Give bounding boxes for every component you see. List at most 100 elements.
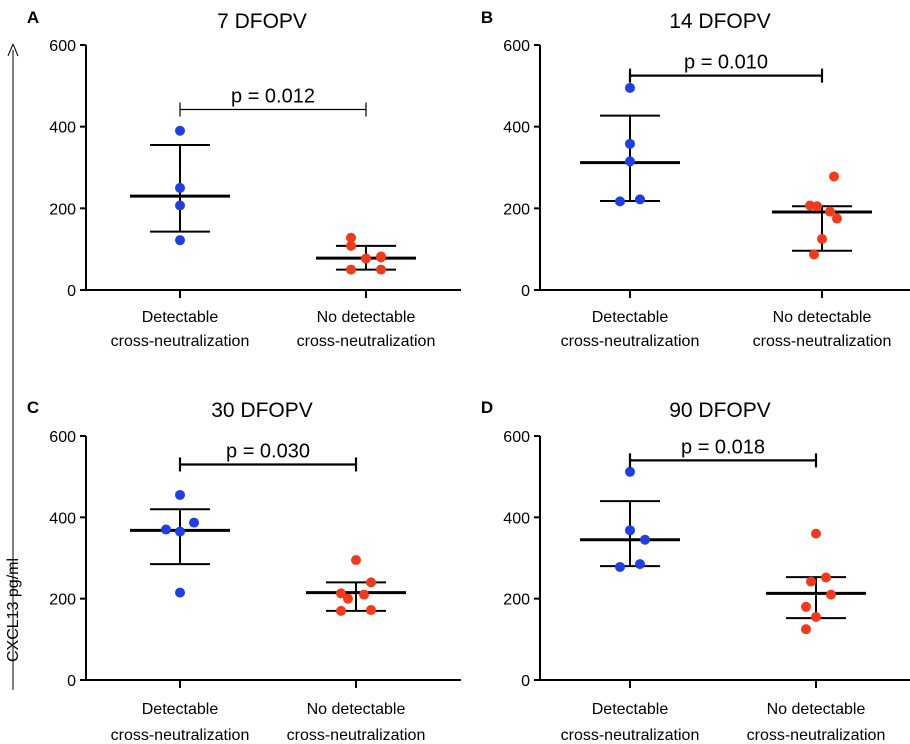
- panel-title: 90 DFOPV: [669, 399, 771, 422]
- data-point: [189, 517, 199, 528]
- data-point: [175, 489, 185, 500]
- data-point: [801, 601, 811, 612]
- p-value-annotation: p = 0.010: [684, 52, 768, 74]
- data-point: [175, 587, 185, 598]
- data-point: [625, 466, 635, 477]
- data-point: [175, 526, 185, 537]
- y-tick-label: 400: [49, 510, 76, 527]
- error-bar-group: [130, 508, 230, 566]
- panel-d: D 90 DFOPV 0 200 400 600 Detectable cross-neutr…: [481, 398, 910, 744]
- y-tick-label: 600: [503, 429, 530, 446]
- y-tick-label: 200: [49, 201, 76, 218]
- x-tick-label: No detectable: [317, 309, 416, 326]
- y-tick-label: 400: [503, 510, 530, 527]
- y-tick-label: 0: [521, 283, 530, 300]
- x-tick-label: cross-neutralization: [561, 727, 700, 744]
- data-point: [812, 201, 822, 212]
- y-tick-label: 200: [503, 592, 530, 609]
- p-value-annotation: p = 0.018: [681, 436, 765, 458]
- data-point: [175, 182, 185, 193]
- panel-letter: A: [27, 8, 39, 27]
- y-tick-label: 0: [521, 673, 530, 690]
- error-bar-group: [130, 144, 230, 233]
- data-point: [175, 235, 185, 246]
- x-tick-label: Detectable: [142, 309, 219, 326]
- significance-bracket: [179, 102, 367, 117]
- data-point: [376, 264, 386, 275]
- data-point: [806, 576, 816, 587]
- x-tick-label: cross-neutralization: [111, 333, 250, 350]
- data-point: [817, 233, 827, 244]
- data-point: [811, 611, 821, 622]
- x-tick-label: cross-neutralization: [561, 333, 700, 350]
- panel-b: B 14 DFOPV 0 200 400 600 Detectable cross-neutr…: [481, 8, 910, 350]
- y-arrow-head: [7, 43, 19, 57]
- data-point: [376, 252, 386, 263]
- panel-letter: D: [481, 398, 493, 417]
- data-point: [175, 200, 185, 211]
- x-tick-label: cross-neutralization: [753, 333, 892, 350]
- data-point: [359, 589, 369, 600]
- data-point: [361, 253, 371, 264]
- y-tick-label: 600: [49, 429, 76, 446]
- data-point: [346, 264, 356, 275]
- y-tick-label: 200: [49, 592, 76, 609]
- x-tick-label: No detectable: [773, 309, 872, 326]
- data-point: [811, 528, 821, 539]
- significance-bracket: [178, 457, 358, 472]
- data-point: [832, 213, 842, 224]
- y-tick-label: 400: [503, 120, 530, 137]
- y-tick-label: 600: [49, 38, 76, 55]
- data-point: [346, 232, 356, 243]
- x-tick-label: cross-neutralization: [297, 333, 436, 350]
- significance-bracket: [628, 68, 824, 83]
- data-point: [615, 561, 625, 572]
- data-point: [829, 171, 839, 182]
- y-tick-label: 200: [503, 201, 530, 218]
- data-point: [161, 524, 171, 535]
- x-tick-label: cross-neutralization: [111, 727, 250, 744]
- x-tick-label: Detectable: [592, 309, 669, 326]
- data-point: [635, 194, 645, 205]
- x-tick-label: cross-neutralization: [747, 727, 886, 744]
- panel-a: A 7 DFOPV 0 200 400 600 Detectable cross-neutra…: [27, 8, 461, 350]
- data-point: [366, 605, 376, 616]
- data-point: [825, 206, 835, 217]
- significance-bracket: [628, 453, 818, 468]
- data-point: [625, 138, 635, 149]
- y-tick-label: 0: [67, 283, 76, 300]
- data-point: [336, 588, 346, 599]
- panel-title: 7 DFOPV: [217, 10, 307, 33]
- shared-y-axis: CXCL13 pg/ml: [5, 43, 22, 690]
- data-point: [175, 125, 185, 136]
- y-tick-label: 600: [503, 38, 530, 55]
- data-point: [625, 156, 635, 167]
- p-value-annotation: p = 0.030: [226, 440, 310, 462]
- data-point: [615, 196, 625, 207]
- data-point: [801, 624, 811, 635]
- x-tick-label: Detectable: [592, 701, 669, 718]
- panel-title: 30 DFOPV: [211, 399, 313, 422]
- x-tick-label: Detectable: [142, 701, 219, 718]
- x-tick-label: cross-neutralization: [287, 727, 426, 744]
- data-point: [625, 525, 635, 536]
- x-tick-label: No detectable: [307, 701, 406, 718]
- panel-letter: B: [481, 8, 493, 27]
- data-point: [821, 572, 831, 583]
- data-point: [343, 593, 353, 604]
- data-point: [640, 534, 650, 545]
- y-axis-label: CXCL13 pg/ml: [5, 558, 22, 662]
- data-point: [809, 249, 819, 260]
- x-tick-label: No detectable: [767, 701, 866, 718]
- error-bar-group: [772, 205, 872, 252]
- y-tick-label: 400: [49, 120, 76, 137]
- panel-title: 14 DFOPV: [669, 10, 771, 33]
- y-tick-label: 0: [67, 673, 76, 690]
- p-value-annotation: p = 0.012: [231, 86, 315, 108]
- data-point: [336, 605, 346, 616]
- data-point: [351, 555, 361, 566]
- data-point: [635, 559, 645, 570]
- data-point: [366, 577, 376, 588]
- data-point: [826, 589, 836, 600]
